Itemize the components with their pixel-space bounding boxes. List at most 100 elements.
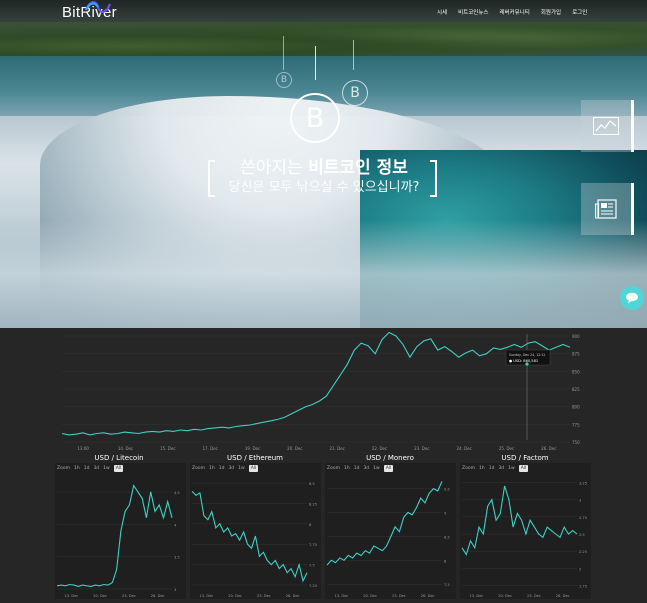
hero-headline: 쓴아지는 비트코인 정보 (218, 158, 430, 178)
x-tick-label: 20. Dec (363, 594, 377, 598)
logo-text: BitRiver (62, 4, 117, 21)
zoom-option-1w[interactable]: 1w (508, 466, 515, 471)
zoom-bar: Zoom 1h 1d 3d 1w All (57, 465, 124, 472)
x-tick-label: 26. Dec (541, 446, 556, 451)
x-tick-label: 13. Dec (64, 594, 78, 598)
top-nav: 시세 비트코인뉴스 레버커뮤니티 회원가입 로그인 (437, 8, 598, 16)
main-price-chart[interactable]: 900 875 850 825 800 775 750 13:00 14. Dec 15. Dec… (58, 332, 590, 452)
zoom-label: Zoom (327, 466, 340, 471)
logo-mark-icon (84, 1, 112, 13)
y-tick-label: 775 (572, 422, 580, 427)
zoom-label: Zoom (462, 466, 475, 471)
chart-title-factom: USD / Factom (501, 454, 549, 462)
y-tick-label: 8.5 (309, 482, 315, 486)
x-tick-label: 20. Dec (287, 446, 302, 451)
y-tick-label: 9.5 (444, 488, 450, 492)
y-tick-label: 8 (309, 523, 312, 527)
x-tick-label: 19. Dec (245, 446, 260, 451)
zoom-option-1d[interactable]: 1d (218, 466, 225, 471)
logo[interactable]: BitRiver (62, 1, 117, 21)
y-tick-label: 2.25 (579, 550, 587, 554)
bitcoin-icon: B (342, 80, 368, 106)
zoom-option-1h[interactable]: 1h (478, 466, 485, 471)
decor-line (353, 40, 354, 70)
series-line (56, 484, 173, 587)
y-tick-label: 8.25 (309, 502, 317, 506)
x-tick-label: 13. Dec (334, 594, 348, 598)
zoom-option-all[interactable]: All (383, 465, 394, 472)
mini-chart-monero[interactable]: Zoom 1h 1d 3d 1w All 9.5 9 8.5 8 7.5 13. Dec 20. Dec… (325, 463, 456, 599)
zoom-option-all[interactable]: All (113, 465, 124, 472)
chart-title-ethereum: USD / Ethereum (227, 454, 283, 462)
zoom-option-1d[interactable]: 1d (488, 466, 495, 471)
y-tick-label: 2.5 (579, 533, 585, 537)
x-tick-label: 14. Dec (118, 446, 133, 451)
decor-line (283, 36, 284, 70)
zoom-option-1d[interactable]: 1d (83, 466, 90, 471)
x-tick-label: 20. Dec (228, 594, 242, 598)
x-tick-label: 23. Dec (414, 446, 429, 451)
x-tick-label: 13:00 (77, 446, 89, 451)
side-bar (631, 100, 634, 152)
x-tick-label: 23. Dec (527, 594, 541, 598)
x-tick-label: 22. Dec (372, 446, 387, 451)
hover-point (525, 362, 529, 366)
zoom-option-1h[interactable]: 1h (208, 466, 215, 471)
y-tick-label: 3.25 (579, 481, 587, 485)
decor-line (315, 46, 316, 80)
x-tick-label: 24. Dec (456, 446, 471, 451)
y-tick-label: 8 (444, 559, 447, 563)
x-tick-label: 20. Dec (498, 594, 512, 598)
nav-item-price[interactable]: 시세 (437, 10, 448, 16)
zoom-option-1d[interactable]: 1d (353, 466, 360, 471)
y-tick-label: 8.5 (444, 535, 450, 539)
x-tick-label: 23. Dec (122, 594, 136, 598)
series-line (461, 485, 578, 556)
zoom-option-1h[interactable]: 1h (73, 466, 80, 471)
y-tick-label: 900 (572, 334, 580, 339)
zoom-option-all[interactable]: All (248, 465, 259, 472)
x-tick-label: 26. Dec (421, 594, 435, 598)
zoom-option-3d[interactable]: 3d (93, 466, 100, 471)
zoom-label: Zoom (57, 466, 70, 471)
mini-chart-plot: 3.25 3 2.75 2.5 2.25 2 1.75 13. Dec 20. Dec 23. D… (461, 481, 587, 598)
nav-item-signup[interactable]: 회원가입 (540, 10, 562, 16)
x-tick-label: 15. Dec (160, 446, 175, 451)
y-tick-label: 750 (572, 440, 580, 445)
nav-item-login[interactable]: 로그인 (572, 10, 588, 16)
tooltip-value: ● USD: 860,581 (509, 359, 538, 363)
x-tick-label: 20. Dec (93, 594, 107, 598)
y-tick-label: 4.5 (174, 491, 180, 495)
zoom-option-all[interactable]: All (518, 465, 529, 472)
x-tick-label: 26. Dec (286, 594, 300, 598)
zoom-option-1w[interactable]: 1w (373, 466, 380, 471)
zoom-bar: Zoom 1h 1d 3d 1w All (192, 465, 259, 472)
chat-button[interactable] (620, 286, 644, 310)
zoom-option-1w[interactable]: 1w (103, 466, 110, 471)
series-line (191, 490, 308, 583)
zoom-option-3d[interactable]: 3d (228, 466, 235, 471)
side-news-button[interactable] (581, 183, 631, 235)
mini-chart-plot: 4.5 4 3.5 3 13. Dec 20. Dec 23. Dec 26. Dec (56, 484, 180, 598)
side-chart-button[interactable] (581, 100, 631, 152)
mini-chart-plot: 9.5 9 8.5 8 7.5 13. Dec 20. Dec 23. Dec 26. Dec (326, 481, 450, 598)
mini-chart-ethereum[interactable]: Zoom 1h 1d 3d 1w All 8.5 8.25 8 7.75 7.5 7.25 13. De… (190, 463, 321, 599)
x-tick-label: 13. Dec (199, 594, 213, 598)
mini-chart-litecoin[interactable]: Zoom 1h 1d 3d 1w All 4.5 4 3.5 3 13. Dec 20. Dec 23.… (55, 463, 186, 599)
zoom-option-1w[interactable]: 1w (238, 466, 245, 471)
nav-item-community[interactable]: 레버커뮤니티 (499, 10, 530, 16)
zoom-label: Zoom (192, 466, 205, 471)
x-tick-label: 23. Dec (392, 594, 406, 598)
hero-sky (0, 0, 647, 26)
zoom-option-3d[interactable]: 3d (363, 466, 370, 471)
y-tick-label: 825 (572, 387, 580, 392)
mini-chart-factom[interactable]: Zoom 1h 1d 3d 1w All 3.25 3 2.75 2.5 2.25 2 1.75 13. … (460, 463, 591, 599)
zoom-option-1h[interactable]: 1h (343, 466, 350, 471)
price-tooltip: Sunday, Dec 24, 12:12 ● USD: 860,581 (505, 349, 551, 366)
y-tick-label: 2.75 (579, 516, 587, 520)
hero-subline: 당신은 모두 낚으실 수 있으십니까? (228, 180, 420, 195)
side-bar (631, 183, 634, 235)
zoom-option-3d[interactable]: 3d (498, 466, 505, 471)
x-tick-label: 21. Dec (329, 446, 344, 451)
nav-item-news[interactable]: 비트코인뉴스 (458, 10, 489, 16)
